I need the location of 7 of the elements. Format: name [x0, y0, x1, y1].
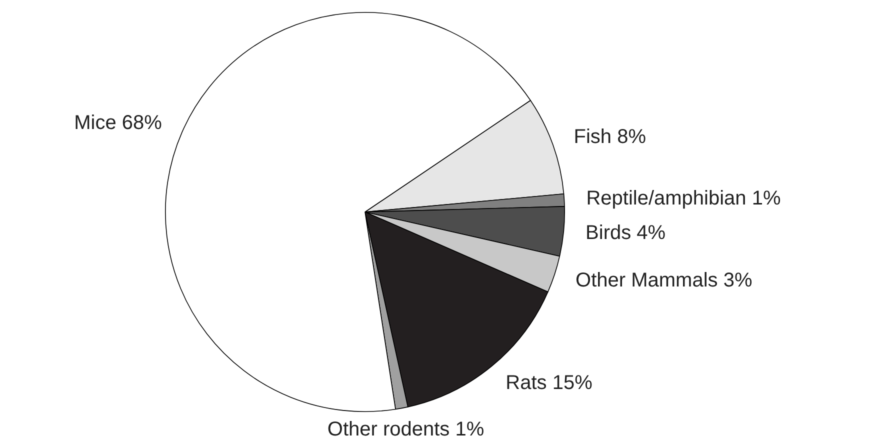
slice-label: Reptile/amphibian 1%	[586, 187, 781, 210]
slice-label: Fish 8%	[574, 126, 646, 148]
slice-label: Birds 4%	[586, 222, 666, 244]
slice-label: Other rodents 1%	[327, 418, 484, 440]
slice-label: Other Mammals 3%	[576, 270, 752, 292]
slice-label: Mice 68%	[74, 112, 162, 134]
slice-label: Rats 15%	[506, 372, 593, 394]
